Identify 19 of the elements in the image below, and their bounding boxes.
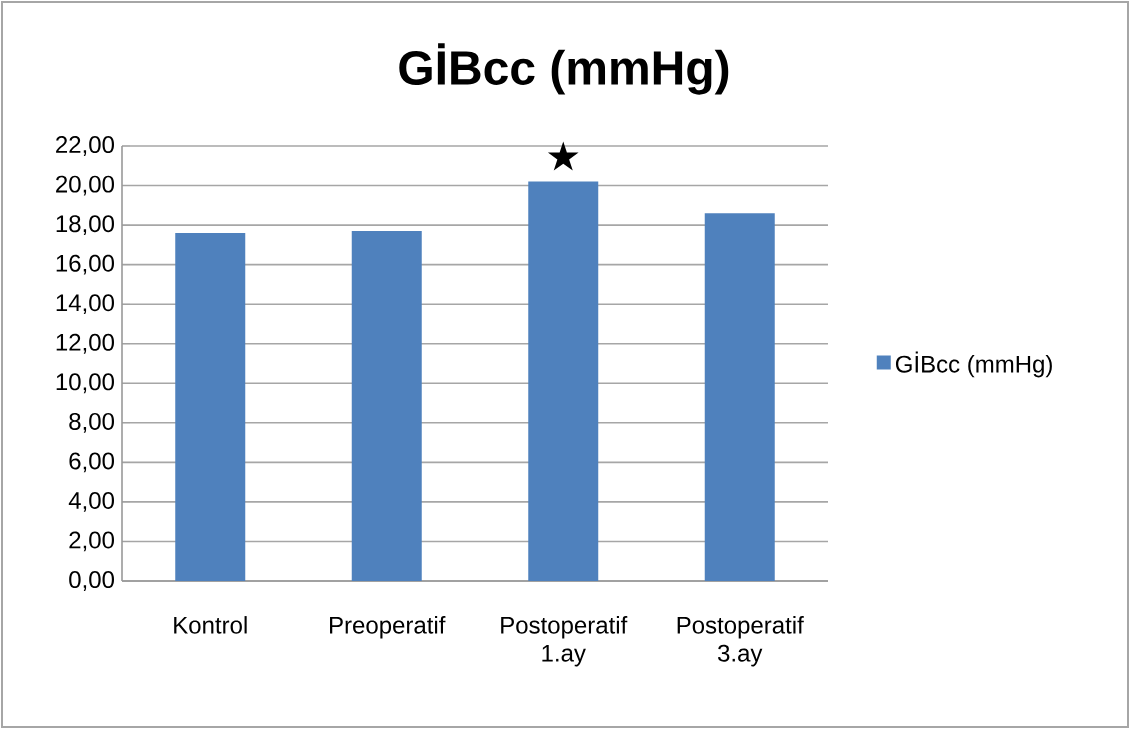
x-tick-label: Preoperatif xyxy=(330,616,446,639)
y-tick-label: 18,00 xyxy=(56,215,114,236)
x-tick-label: Postoperatif 1.ay xyxy=(501,616,628,667)
y-tick-label: 22,00 xyxy=(56,136,114,156)
chart-title: GİBcc (mmHg) xyxy=(399,43,729,95)
y-tick-label: 12,00 xyxy=(56,333,114,354)
y-tick-label: 20,00 xyxy=(56,175,114,196)
x-tick-label: Kontrol xyxy=(174,616,247,634)
y-tick-label: 4,00 xyxy=(68,492,115,512)
y-tick-label: 0,00 xyxy=(69,571,115,591)
legend-label: GİBcc (mmHg) xyxy=(895,351,1052,378)
y-tick-label: 10,00 xyxy=(56,373,114,394)
x-tick-label: Postoperatif 3.ay xyxy=(677,616,804,667)
y-tick-label: 2,00 xyxy=(69,531,115,552)
y-tick-label: 8,00 xyxy=(69,412,115,433)
y-tick-label: 16,00 xyxy=(56,254,114,275)
y-tick-label: 14,00 xyxy=(56,294,114,315)
y-tick-label: 6,00 xyxy=(69,452,115,473)
annotation: ★ xyxy=(547,141,579,171)
